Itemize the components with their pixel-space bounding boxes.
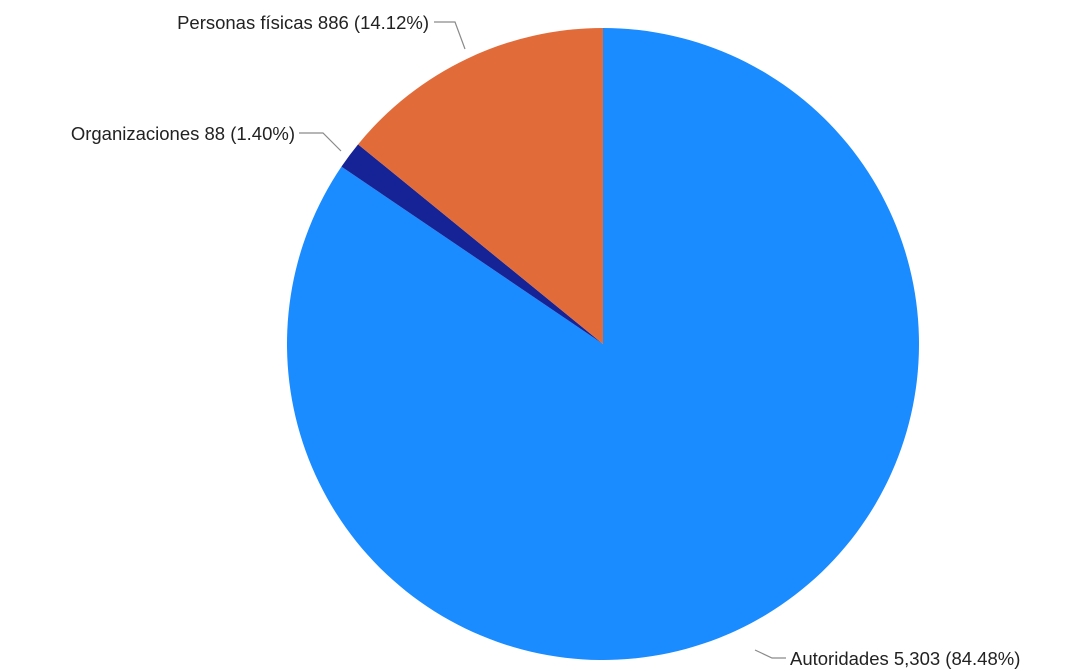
- leader-line-personas-fisicas: [434, 21, 466, 50]
- leader-line-autoridades: [754, 649, 786, 659]
- pie-slice-autoridades: [286, 28, 919, 660]
- leader-line-organizaciones: [299, 132, 342, 152]
- pie-slice-personas-fisicas: [358, 28, 603, 344]
- slice-labels: Autoridades 5,303 (84.48%) Organizacione…: [71, 12, 1021, 669]
- slice-label-autoridades: Autoridades 5,303 (84.48%): [790, 648, 1020, 669]
- slice-label-personas-fisicas: Personas físicas 886 (14.12%): [177, 12, 429, 33]
- pie-slice-organizaciones: [341, 144, 603, 344]
- pie-slices: [286, 28, 919, 660]
- leader-lines: [299, 21, 786, 659]
- slice-label-organizaciones: Organizaciones 88 (1.40%): [71, 123, 295, 144]
